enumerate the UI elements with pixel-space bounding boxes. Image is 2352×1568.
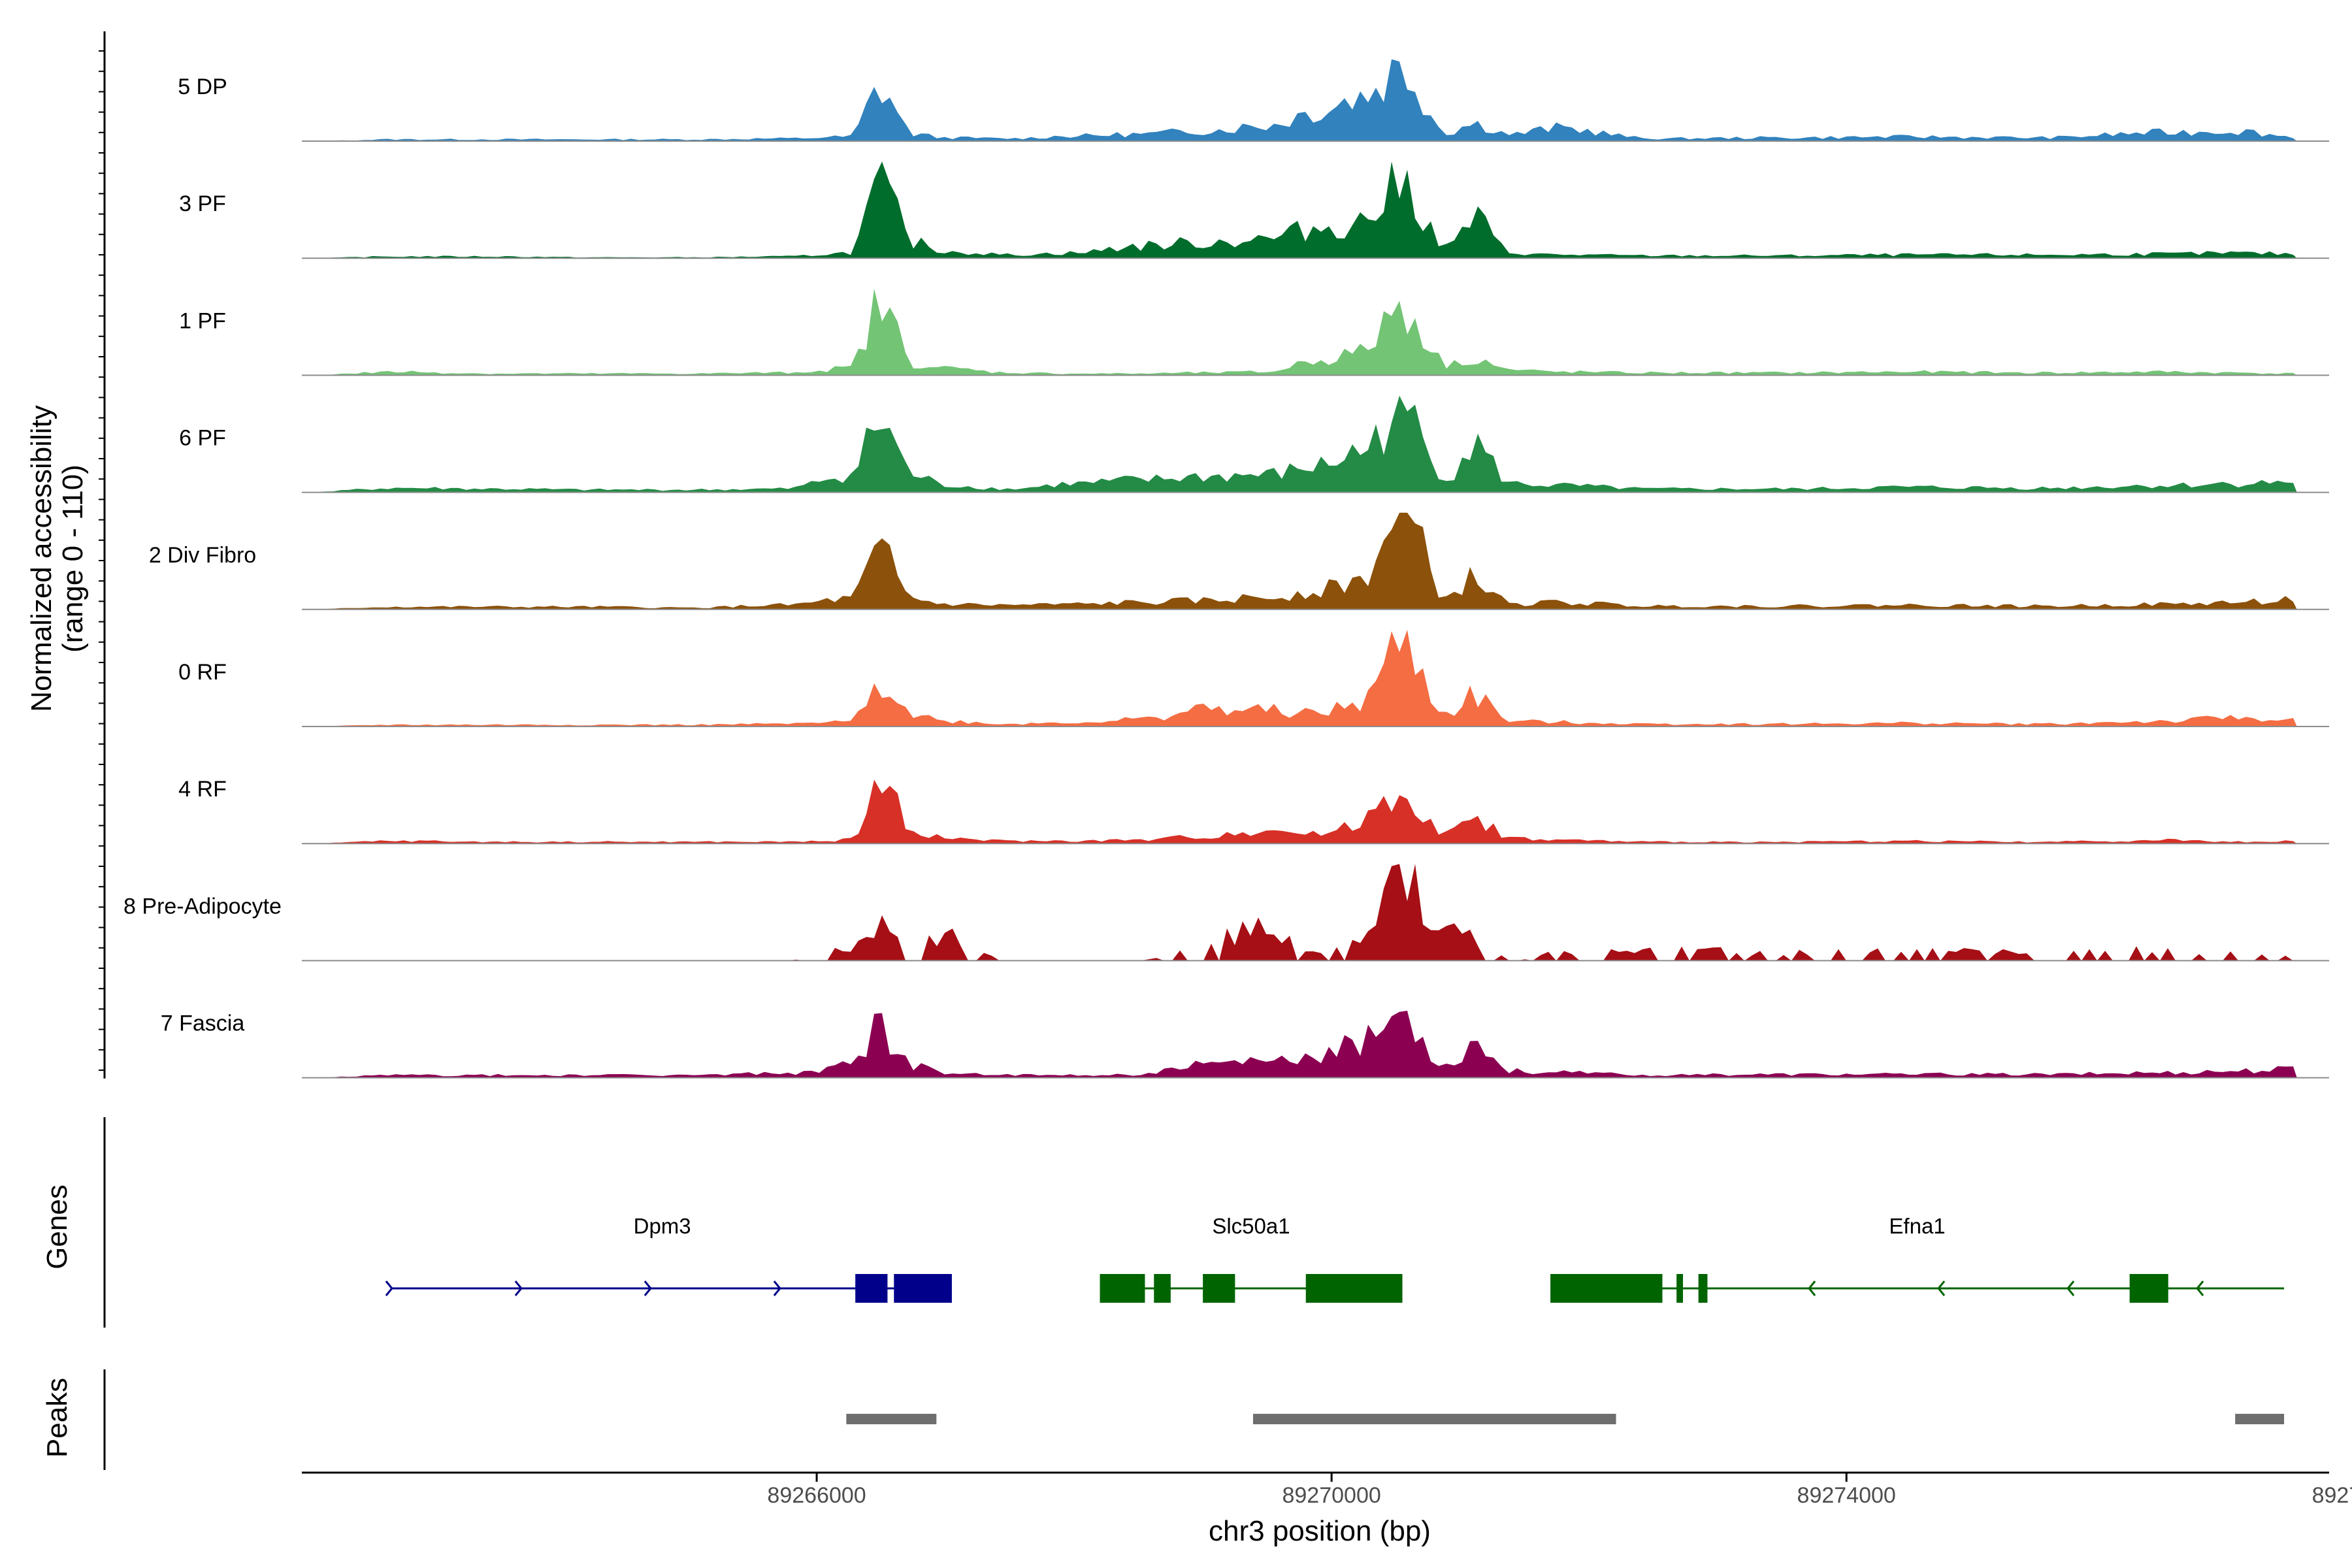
gene-exon [894, 1274, 952, 1303]
gene-exon [1203, 1274, 1235, 1303]
track-label: 6 PF [179, 426, 226, 451]
genes-panel-title: Genes [41, 1184, 73, 1269]
track-2-div-fibro: 2 Div Fibro [149, 512, 2329, 610]
gene-label: Efna1 [1889, 1214, 1945, 1238]
coverage-tracks: 5 DP 3 PF 1 PF 6 PF 2 Div Fibro 0 RF 4 RF 8 Pre… [99, 31, 2329, 1079]
track-8-pre-adipocyte: 8 Pre-Adipocyte [123, 864, 2329, 962]
gene-strand-arrow [773, 1281, 781, 1296]
y-axis-title-line1: Normalized accessibility [25, 405, 57, 711]
gene-dpm3: Dpm3 [385, 1214, 952, 1303]
gene-exon [1550, 1274, 1663, 1303]
x-axis-title: chr3 position (bp) [1209, 1515, 1431, 1547]
track-6-pf: 6 PF [179, 395, 2329, 493]
track-label: 4 RF [178, 777, 227, 802]
peak-region [1252, 1414, 1616, 1424]
x-axis-tick-label: 89278000 [2312, 1483, 2352, 1508]
gene-strand-arrow [644, 1281, 652, 1296]
x-axis-tick-label: 89270000 [1282, 1483, 1380, 1508]
gene-efna1: Efna1 [1550, 1214, 2285, 1303]
gene-exon [2129, 1274, 2168, 1303]
coverage-area [302, 161, 2297, 259]
track-label: 3 PF [179, 191, 226, 216]
peak-region [2235, 1414, 2285, 1424]
coverage-area [302, 1011, 2297, 1078]
track-label: 5 DP [178, 74, 227, 99]
gene-exon [1305, 1274, 1403, 1303]
gene-strand-arrow [1937, 1281, 1946, 1296]
peaks-panel-title: Peaks [41, 1378, 73, 1458]
track-label: 2 Div Fibro [149, 543, 256, 568]
track-7-fascia: 7 Fascia [161, 1011, 2329, 1079]
track-1-pf: 1 PF [179, 288, 2329, 376]
track-label: 0 RF [178, 660, 227, 685]
gene-label: Dpm3 [634, 1214, 691, 1238]
genes-panel: Dpm3 Slc50a1 Efna1 [103, 1117, 2285, 1328]
peak-region [846, 1414, 937, 1424]
gene-strand-arrow [385, 1281, 393, 1296]
gene-exon [855, 1274, 888, 1303]
track-label: 8 Pre-Adipocyte [123, 894, 282, 919]
peaks-panel [103, 1369, 2285, 1470]
gene-exon [1676, 1274, 1683, 1303]
gene-exon [1100, 1274, 1145, 1303]
gene-strand-arrow [2066, 1281, 2075, 1296]
x-axis-tick-label: 89266000 [767, 1483, 866, 1508]
gene-strand-arrow [2196, 1281, 2204, 1296]
track-0-rf: 0 RF [178, 630, 2329, 727]
coverage-area [302, 395, 2297, 493]
track-4-rf: 4 RF [178, 777, 2329, 845]
gene-strand-arrow [514, 1281, 523, 1296]
track-label: 7 Fascia [161, 1011, 245, 1036]
x-axis: 89266000 89270000 89274000 89278000 [302, 1471, 2352, 1508]
gene-label: Slc50a1 [1212, 1214, 1290, 1238]
gene-exon [1154, 1274, 1171, 1303]
track-5-dp: 5 DP [178, 59, 2329, 142]
x-axis-tick-label: 89274000 [1797, 1483, 1896, 1508]
gene-exon [1698, 1274, 1708, 1303]
track-label: 1 PF [179, 308, 226, 333]
coverage-area [302, 59, 2297, 141]
gene-slc50a1: Slc50a1 [1100, 1214, 1403, 1303]
y-axis-title-line2: (range 0 - 110) [57, 465, 89, 653]
gene-strand-arrow [1808, 1281, 1816, 1296]
track-3-pf: 3 PF [179, 161, 2329, 259]
